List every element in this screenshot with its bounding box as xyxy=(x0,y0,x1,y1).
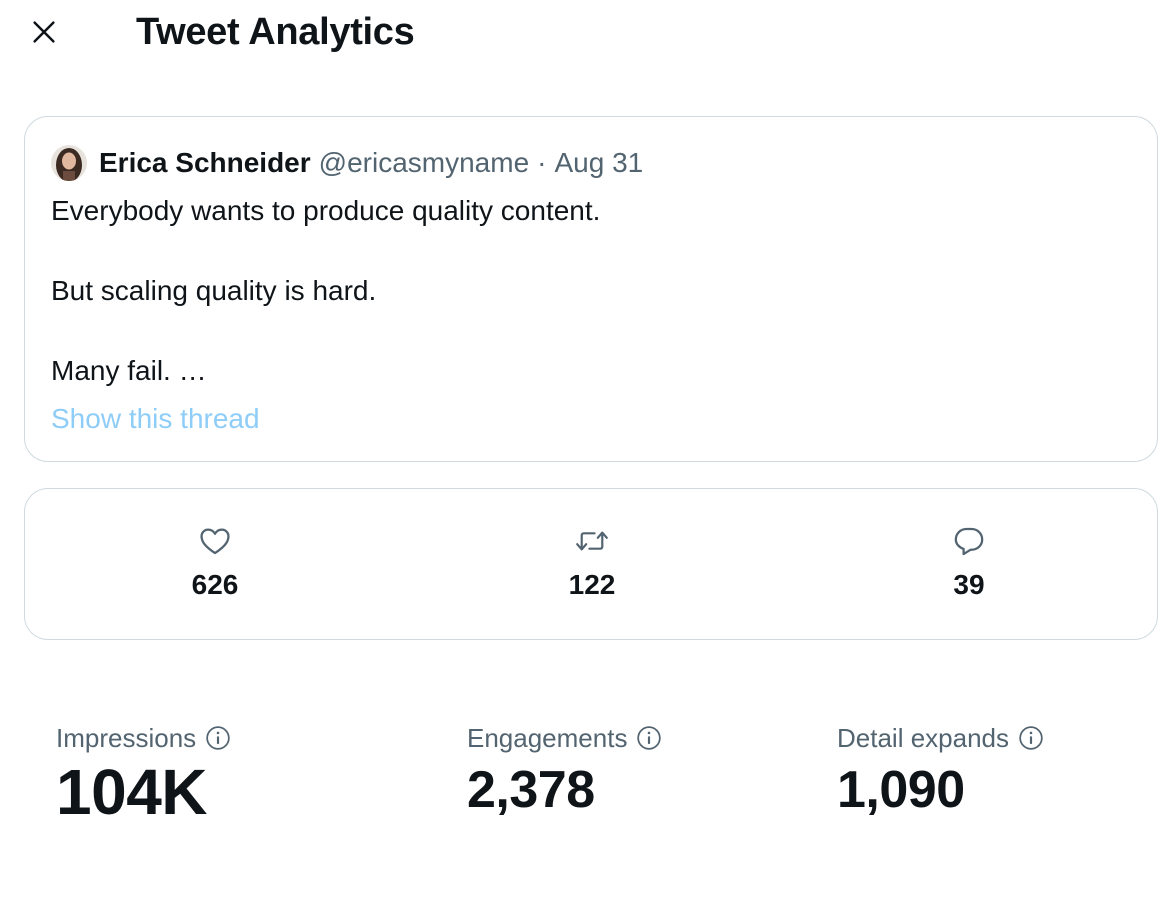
likes-count: 626 xyxy=(191,569,239,600)
tweet-card[interactable]: Erica Schneider @ericasmyname · Aug 31 E… xyxy=(24,116,1158,462)
close-icon xyxy=(33,21,55,43)
metric-engagements: Engagements 2,378 xyxy=(467,720,663,820)
replies-stat: 39 xyxy=(869,523,1069,601)
show-thread-link[interactable]: Show this thread xyxy=(51,403,260,434)
info-icon[interactable] xyxy=(635,724,663,752)
page-title: Tweet Analytics xyxy=(136,11,415,53)
metric-label: Engagements xyxy=(467,722,628,753)
metric-detail-expands: Detail expands 1,090 xyxy=(837,720,1045,820)
metric-label: Impressions xyxy=(56,722,197,753)
engagement-stats-card: 626 122 39 xyxy=(24,488,1158,640)
reply-icon xyxy=(951,523,987,559)
metric-value: 104K xyxy=(56,756,208,828)
avatar[interactable] xyxy=(51,145,87,181)
retweets-count: 122 xyxy=(568,569,616,600)
metric-impressions: Impressions 104K xyxy=(56,720,232,828)
retweets-stat: 122 xyxy=(492,523,692,601)
dot-separator: · xyxy=(537,147,547,178)
metric-label-row: Engagements xyxy=(467,720,663,756)
tweet-date[interactable]: Aug 31 xyxy=(554,147,644,178)
metric-label-row: Detail expands xyxy=(837,720,1045,756)
metric-value: 1,090 xyxy=(837,761,965,819)
tweet-header: Erica Schneider @ericasmyname · Aug 31 xyxy=(51,143,643,183)
tweet-text-line: But scaling quality is hard. xyxy=(51,275,377,306)
metric-value: 2,378 xyxy=(467,761,595,819)
author-name[interactable]: Erica Schneider xyxy=(99,147,311,178)
metric-label: Detail expands xyxy=(837,722,1009,753)
tweet-text-line: Many fail. … xyxy=(51,355,207,386)
author-handle[interactable]: @ericasmyname xyxy=(318,147,530,178)
likes-stat: 626 xyxy=(115,523,315,601)
tweet-text-line: Everybody wants to produce quality conte… xyxy=(51,195,601,226)
metric-label-row: Impressions xyxy=(56,720,232,756)
retweet-icon xyxy=(574,523,610,559)
info-icon[interactable] xyxy=(1017,724,1045,752)
close-button[interactable] xyxy=(22,10,66,54)
replies-count: 39 xyxy=(953,569,985,600)
info-icon[interactable] xyxy=(204,724,232,752)
heart-icon xyxy=(197,523,233,559)
